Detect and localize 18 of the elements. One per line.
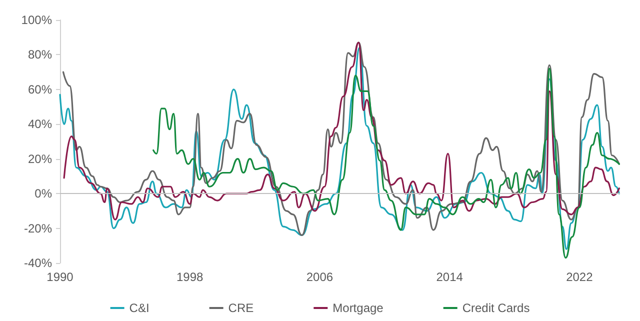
x-tick-label: 2006 [306,270,334,284]
legend-label: CRE [228,301,254,315]
legend-label: Mortgage [332,301,384,315]
x-tick-label: 2022 [566,270,594,284]
y-tick-label: 60% [28,82,52,96]
y-tick-label: 20% [28,152,52,166]
legend-label: Credit Cards [462,301,530,315]
y-tick-label: -40% [24,256,52,270]
y-tick-label: 40% [28,117,52,132]
line-series [152,68,620,259]
y-tick-label: 0% [34,186,52,201]
y-tick-label: -20% [24,221,52,236]
x-tick-label: 1998 [176,270,204,284]
y-tick-label: 100% [21,13,52,27]
legend-label: C&I [129,301,150,315]
x-tick-label: 2014 [436,270,464,284]
y-tick-label: 80% [28,48,52,62]
x-tick-label: 1990 [46,270,74,284]
